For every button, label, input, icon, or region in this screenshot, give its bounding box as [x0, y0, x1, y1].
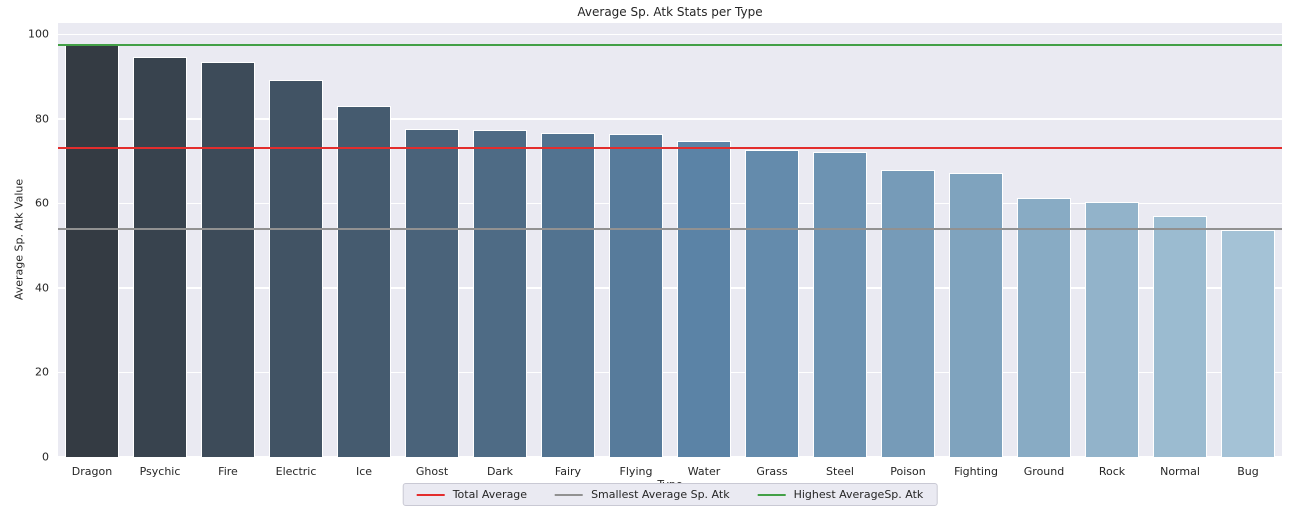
- legend-line-swatch: [416, 493, 445, 496]
- gridline-20: [58, 371, 1282, 374]
- plot-area: 0 20 40 60 80 100 Dragon Psychic Fire Electric Ice…: [28, 23, 1282, 478]
- x-tick-label-rock: Rock: [1098, 465, 1126, 478]
- gridline-80: [58, 118, 1282, 120]
- bar-steel: [812, 152, 868, 457]
- x-tick-label-ghost: Ghost: [415, 465, 449, 478]
- bar-psychic: [132, 56, 188, 457]
- x-tick-label-grass: Grass: [756, 465, 788, 478]
- bar-poison: [880, 170, 936, 457]
- bar-normal: [1152, 215, 1208, 457]
- legend-label: Total Average: [452, 488, 528, 501]
- bar-grass: [744, 150, 800, 457]
- gridline-60: [58, 202, 1282, 205]
- x-tick-label-dragon: Dragon: [71, 465, 113, 478]
- bar-dragon: [64, 44, 120, 457]
- bar-water: [676, 141, 732, 457]
- chart-title: Average Sp. Atk Stats per Type: [577, 5, 763, 19]
- bar-bug: [1220, 229, 1276, 457]
- y-tick-label: 40: [35, 281, 49, 295]
- legend-label: Highest AverageSp. Atk: [793, 488, 924, 501]
- y-axis-label: Average Sp. Atk Value: [12, 178, 26, 301]
- reference-line-highest-averagesp-atk: [58, 43, 1282, 46]
- x-tick-label-psychic: Psychic: [139, 465, 181, 478]
- legend-item: Total Average: [416, 488, 528, 501]
- y-tick-label: 80: [35, 112, 49, 126]
- legend-label: Smallest Average Sp. Atk: [591, 488, 730, 501]
- x-tick-label-fire: Fire: [218, 465, 238, 478]
- x-tick-label-fairy: Fairy: [554, 465, 582, 478]
- bar-fighting: [948, 173, 1004, 457]
- x-tick-label-ice: Ice: [355, 465, 373, 478]
- bar-fairy: [540, 133, 596, 457]
- x-tick-label-normal: Normal: [1160, 465, 1200, 478]
- legend-line-swatch: [757, 493, 786, 496]
- legend-line-swatch: [555, 493, 584, 496]
- bar-fire: [200, 62, 256, 457]
- y-tick-label: 0: [42, 450, 49, 464]
- y-tick-label: 100: [28, 27, 49, 41]
- bar-rock: [1084, 201, 1140, 457]
- bar-flying: [608, 134, 664, 457]
- legend-item: Highest AverageSp. Atk: [757, 488, 924, 501]
- y-tick-label: 60: [35, 196, 49, 210]
- bar-ground: [1016, 198, 1072, 457]
- x-tick-label-electric: Electric: [275, 465, 317, 478]
- reference-line-smallest-average-sp-atk: [58, 228, 1282, 231]
- y-tick-label: 20: [35, 365, 49, 379]
- x-tick-label-flying: Flying: [619, 465, 653, 478]
- x-tick-label-poison: Poison: [890, 465, 926, 478]
- gridline-100: [58, 33, 1282, 36]
- legend: Total Average Smallest Average Sp. Atk Hig…: [402, 483, 938, 506]
- bar-electric: [268, 80, 324, 457]
- x-tick-label-bug: Bug: [1237, 465, 1259, 478]
- x-tick-label-ground: Ground: [1023, 465, 1065, 478]
- x-tick-label-fighting: Fighting: [954, 465, 998, 478]
- bar-dark: [472, 130, 528, 457]
- gridline-40: [58, 287, 1282, 289]
- bar-ghost: [404, 129, 460, 457]
- x-tick-label-water: Water: [687, 465, 721, 478]
- x-tick-label-dark: Dark: [486, 465, 514, 478]
- x-tick-label-steel: Steel: [826, 465, 854, 478]
- legend-item: Smallest Average Sp. Atk: [555, 488, 730, 501]
- gridline-0: [58, 456, 1282, 458]
- bar-ice: [336, 105, 392, 457]
- reference-line-total-average: [58, 146, 1282, 149]
